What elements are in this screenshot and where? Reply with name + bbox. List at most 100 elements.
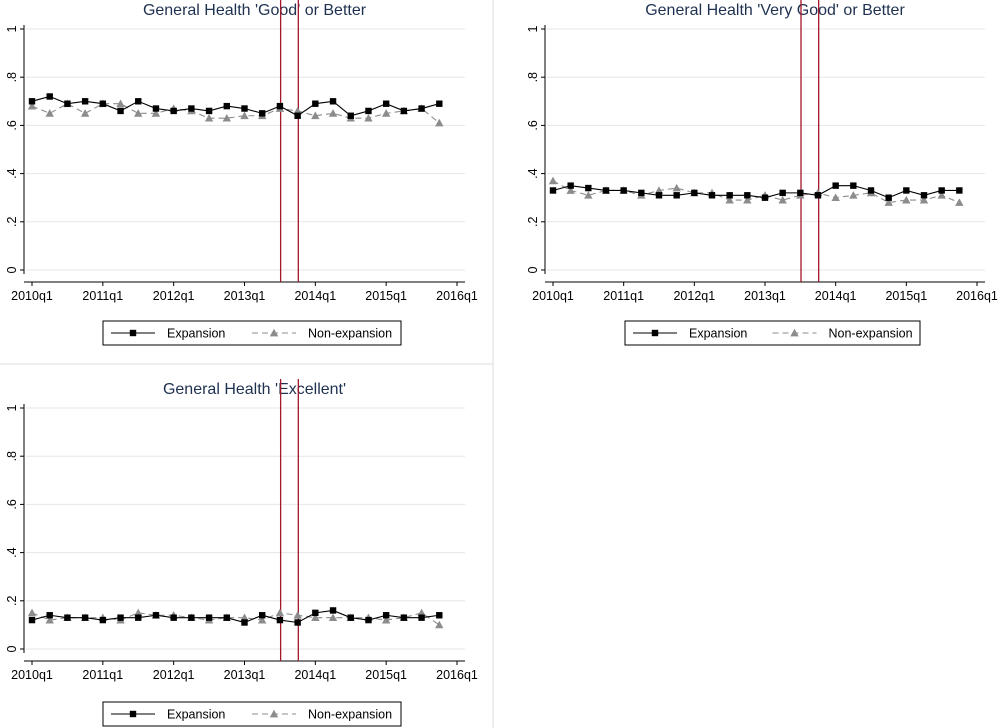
data-point-expansion (312, 100, 319, 107)
y-tick-label: 1 (526, 25, 540, 32)
data-point-expansion (188, 105, 195, 112)
legend-label: Non-expansion (308, 327, 392, 341)
data-point-expansion (797, 189, 804, 197)
data-point-non-expansion (240, 613, 249, 622)
data-point-expansion (152, 612, 160, 619)
legend-marker (129, 710, 137, 718)
data-point-expansion (294, 112, 301, 119)
y-tick-label: .6 (526, 120, 540, 130)
data-point-non-expansion (275, 608, 285, 617)
data-point-non-expansion (381, 109, 391, 117)
data-point-non-expansion (937, 191, 946, 199)
data-point-non-expansion (672, 183, 681, 192)
data-point-non-expansion (222, 113, 231, 122)
x-tick-label: 2016q1 (436, 668, 478, 682)
y-tick-label: .4 (526, 168, 540, 178)
x-tick-label: 2014q1 (815, 289, 857, 303)
data-point-expansion (691, 189, 698, 197)
chart-title: General Health 'Excellent' (163, 381, 346, 398)
data-point-expansion (867, 187, 875, 194)
y-tick-label: .4 (5, 547, 19, 557)
data-point-non-expansion (364, 113, 373, 122)
data-point-non-expansion (151, 109, 161, 117)
data-point-expansion (832, 182, 839, 189)
x-tick-label: 2015q1 (365, 289, 407, 303)
data-point-expansion (205, 107, 213, 115)
x-tick-label: 2010q1 (11, 289, 53, 303)
panel-excellent: General Health 'Excellent' 0 .2 .4 .6 .8 1 2010… (5, 379, 478, 727)
data-point-expansion (117, 107, 124, 115)
data-point-expansion (744, 192, 751, 199)
data-point-expansion (956, 187, 963, 194)
y-tick-label: .4 (5, 168, 19, 178)
legend-marker (269, 709, 279, 718)
x-tick-label: 2013q1 (744, 289, 786, 303)
data-point-expansion (312, 609, 319, 617)
data-point-non-expansion (884, 198, 893, 206)
y-tick-label: .8 (5, 72, 19, 82)
x-tick-label: 2016q1 (956, 289, 998, 303)
data-point-expansion (602, 187, 610, 194)
data-point-non-expansion (919, 195, 929, 204)
series-line-expansion (31, 609, 440, 624)
data-point-expansion (418, 614, 425, 621)
y-tick-label: 1 (5, 404, 19, 411)
data-point-expansion (400, 107, 408, 115)
y-tick-label: .8 (526, 72, 540, 82)
x-tick-label: 2015q1 (365, 668, 407, 682)
data-point-expansion (28, 98, 36, 105)
data-point-expansion (205, 614, 213, 621)
legend: Expansion Non-expansion (102, 701, 402, 727)
data-point-non-expansion (435, 620, 444, 629)
chart-title: General Health 'Good' or Better (143, 2, 367, 19)
data-point-expansion (329, 607, 337, 614)
data-point-expansion (241, 105, 248, 112)
data-point-expansion (46, 93, 53, 100)
data-point-non-expansion (204, 113, 214, 122)
data-point-expansion (585, 184, 592, 192)
data-point-expansion (365, 107, 372, 115)
series-line-expansion (552, 185, 960, 199)
data-point-expansion (814, 192, 822, 199)
panel-good-or-better: General Health 'Good' or Better 0 .2 .4 .6 .8… (5, 0, 478, 346)
data-point-expansion (223, 102, 230, 110)
data-point-expansion (673, 192, 680, 199)
x-tick-label: 2011q1 (82, 668, 123, 682)
data-point-non-expansion (725, 195, 734, 204)
y-tick-label: 0 (5, 266, 19, 273)
legend-label: Non-expansion (829, 327, 913, 341)
data-point-non-expansion (417, 608, 426, 617)
data-point-non-expansion (328, 109, 338, 117)
legend-label: Expansion (689, 327, 747, 341)
legend-label: Expansion (167, 327, 225, 341)
data-point-expansion (365, 616, 372, 624)
x-tick-label: 2013q1 (224, 289, 266, 303)
data-point-non-expansion (311, 613, 320, 622)
data-point-expansion (382, 100, 390, 107)
legend: Expansion Non-expansion (624, 320, 921, 346)
data-point-expansion (135, 98, 142, 105)
y-tick-label: .2 (5, 217, 19, 227)
x-tick-label: 2014q1 (294, 289, 336, 303)
x-tick-label: 2015q1 (885, 289, 927, 303)
x-tick-label: 2010q1 (11, 668, 53, 682)
x-tick-label: 2014q1 (294, 668, 336, 682)
y-tick-label: .8 (5, 451, 19, 461)
data-point-non-expansion (778, 195, 787, 204)
y-tick-label: .2 (526, 217, 540, 227)
data-point-expansion (259, 612, 266, 619)
data-point-expansion (81, 614, 89, 621)
data-point-expansion (655, 192, 663, 199)
data-point-expansion (99, 616, 107, 624)
data-point-non-expansion (27, 608, 37, 617)
data-point-expansion (400, 614, 408, 621)
data-point-expansion (81, 98, 89, 105)
data-point-non-expansion (27, 101, 37, 110)
data-point-expansion (436, 100, 443, 107)
data-point-non-expansion (435, 118, 444, 127)
data-point-expansion (382, 612, 390, 619)
data-point-non-expansion (849, 191, 858, 199)
data-point-non-expansion (45, 615, 54, 624)
data-point-expansion (347, 614, 354, 621)
